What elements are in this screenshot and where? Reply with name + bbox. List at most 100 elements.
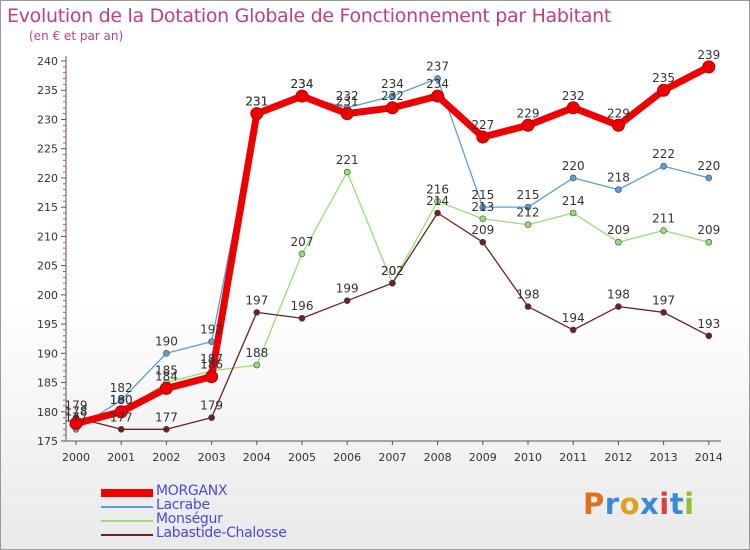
- data-point-lacrabe: [615, 186, 622, 193]
- data-point-morganx: [340, 107, 354, 121]
- data-label: 199: [336, 282, 359, 296]
- legend-swatch: [101, 534, 153, 536]
- data-point-labastide-chalosse: [660, 309, 667, 316]
- y-tick-label: 225: [37, 143, 58, 156]
- data-label: 193: [697, 317, 720, 331]
- data-label: 207: [291, 235, 314, 249]
- data-label: 234: [381, 77, 404, 91]
- data-point-labastide-chalosse: [208, 414, 215, 421]
- x-tick-label: 2014: [695, 451, 723, 464]
- data-point-monsegur: [524, 221, 532, 228]
- data-point-morganx: [611, 118, 625, 132]
- data-point-labastide-chalosse: [117, 426, 125, 433]
- legend-swatch: [101, 489, 153, 497]
- x-tick-label: 2007: [378, 451, 406, 464]
- x-tick-label: 2013: [650, 451, 678, 464]
- y-tick-label: 185: [37, 377, 58, 390]
- data-label: 209: [607, 223, 630, 237]
- data-point-morganx: [657, 83, 671, 97]
- legend-swatch: [101, 520, 153, 522]
- data-point-lacrabe: [479, 203, 487, 211]
- data-point-morganx: [566, 101, 580, 115]
- data-label: 235: [652, 71, 675, 85]
- data-label: 232: [336, 89, 359, 103]
- data-label: 231: [245, 95, 268, 109]
- x-tick-label: 2009: [469, 451, 497, 464]
- x-tick-label: 2000: [62, 451, 90, 464]
- data-point-lacrabe: [117, 396, 125, 404]
- brand-letter: i: [659, 487, 670, 521]
- chart-title: Evolution de la Dotation Globale de Fonc…: [7, 5, 612, 27]
- data-point-morganx: [431, 89, 445, 103]
- y-tick-label: 215: [37, 201, 58, 214]
- data-point-lacrabe: [524, 203, 532, 211]
- legend-swatch: [101, 506, 153, 508]
- data-label: 216: [426, 182, 449, 196]
- data-point-morganx: [69, 416, 83, 430]
- data-label: 227: [471, 118, 494, 132]
- data-label: 221: [336, 153, 359, 167]
- brand-letter: r: [604, 487, 620, 521]
- data-label: 186: [200, 358, 223, 372]
- data-label: 215: [517, 188, 540, 202]
- data-label: 215: [471, 188, 494, 202]
- data-label: 185: [155, 364, 178, 378]
- data-label: 187: [200, 352, 223, 366]
- x-tick-label: 2011: [559, 451, 587, 464]
- y-tick-label: 220: [37, 172, 58, 185]
- data-label: 232: [381, 89, 404, 103]
- brand-letter: o: [619, 487, 641, 521]
- data-label: 212: [517, 206, 540, 220]
- data-label: 229: [517, 106, 540, 120]
- data-point-morganx: [385, 101, 399, 115]
- x-tick-label: 2012: [604, 451, 632, 464]
- data-label: 220: [562, 159, 585, 173]
- line-chart: 175 180 185 190 195 200 205 210 215 220 225 230 235 2…: [37, 48, 723, 464]
- data-label: 177: [155, 410, 178, 424]
- data-label: 197: [652, 293, 675, 307]
- x-tick-label: 2003: [198, 451, 226, 464]
- data-point-labastide-chalosse: [569, 326, 577, 334]
- brand-letter: i: [684, 487, 695, 521]
- data-label: 190: [155, 334, 178, 348]
- data-point-monsegur: [343, 168, 351, 176]
- x-tick-label: 2005: [288, 451, 316, 464]
- data-point-labastide-chalosse: [524, 303, 532, 310]
- data-label: 177: [65, 410, 88, 424]
- data-label: 209: [471, 223, 494, 237]
- data-label: 178: [65, 404, 88, 418]
- y-tick-label: 235: [37, 84, 58, 97]
- data-point-monsegur: [434, 198, 441, 205]
- legend-label: MORGANX: [156, 483, 228, 499]
- data-point-lacrabe: [434, 75, 441, 82]
- legend-label: Lacrabe: [156, 497, 210, 513]
- x-tick-label: 2001: [107, 451, 135, 464]
- data-label: 234: [291, 77, 314, 91]
- data-label: 182: [110, 381, 133, 395]
- data-label: 229: [607, 106, 630, 120]
- data-point-lacrabe: [389, 92, 396, 100]
- data-label: 231: [336, 95, 359, 109]
- data-label: 198: [517, 288, 540, 302]
- data-label: 177: [110, 410, 133, 424]
- data-label: 232: [562, 89, 585, 103]
- data-label: 218: [607, 171, 630, 185]
- data-point-lacrabe: [208, 338, 215, 345]
- data-label: 179: [65, 399, 88, 413]
- y-tick-label: 240: [37, 55, 58, 68]
- data-point-morganx: [521, 118, 535, 132]
- y-tick-label: 180: [37, 406, 58, 419]
- data-point-lacrabe: [660, 162, 667, 170]
- series-line-labastide-chalosse: [75, 212, 710, 430]
- data-label: 214: [426, 194, 449, 208]
- data-point-morganx: [702, 60, 716, 74]
- data-point-morganx: [205, 370, 219, 384]
- brand-logo: Proxiti: [583, 487, 695, 521]
- data-point-lacrabe: [163, 350, 170, 357]
- data-label: 178: [65, 404, 88, 418]
- x-tick-label: 2008: [424, 451, 452, 464]
- y-tick-label: 200: [37, 289, 58, 302]
- data-label: 213: [471, 200, 494, 214]
- x-tick-label: 2004: [243, 451, 271, 464]
